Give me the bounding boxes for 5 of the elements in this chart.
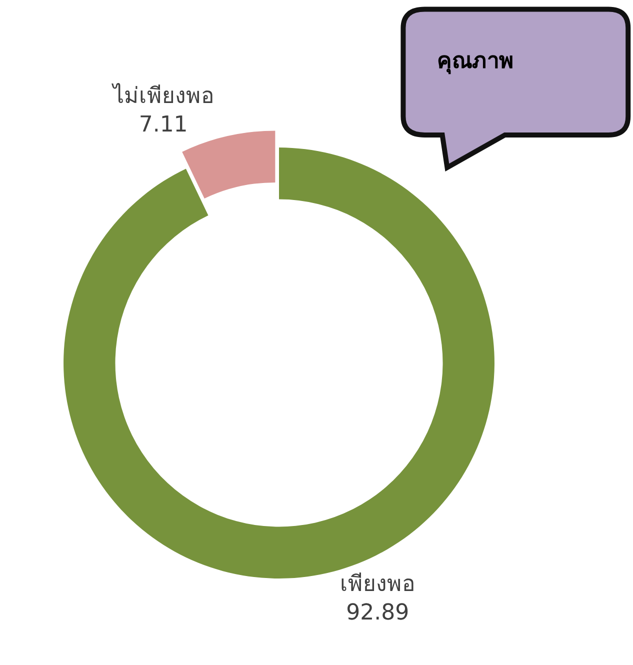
slice-label: ไม่เพียงพอ bbox=[110, 82, 214, 109]
data-label: 7.11 bbox=[138, 112, 188, 138]
data-label: 92.89 bbox=[346, 600, 410, 626]
slice-label: เพียงพอ bbox=[340, 572, 416, 597]
chart-title: คุณภาพ bbox=[437, 49, 514, 75]
